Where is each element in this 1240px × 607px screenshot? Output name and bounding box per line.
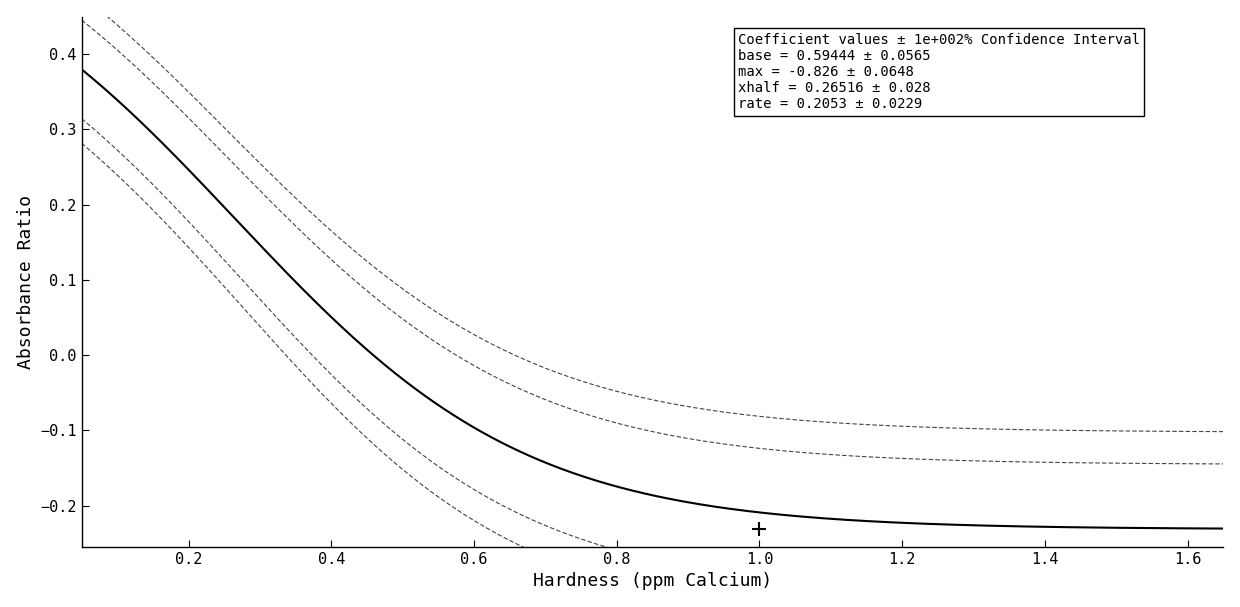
Text: Coefficient values ± 1e+002% Confidence Interval
base = 0.59444 ± 0.0565
max = -: Coefficient values ± 1e+002% Confidence … — [738, 33, 1140, 111]
X-axis label: Hardness (ppm Calcium): Hardness (ppm Calcium) — [533, 572, 773, 591]
Y-axis label: Absorbance Ratio: Absorbance Ratio — [16, 195, 35, 369]
